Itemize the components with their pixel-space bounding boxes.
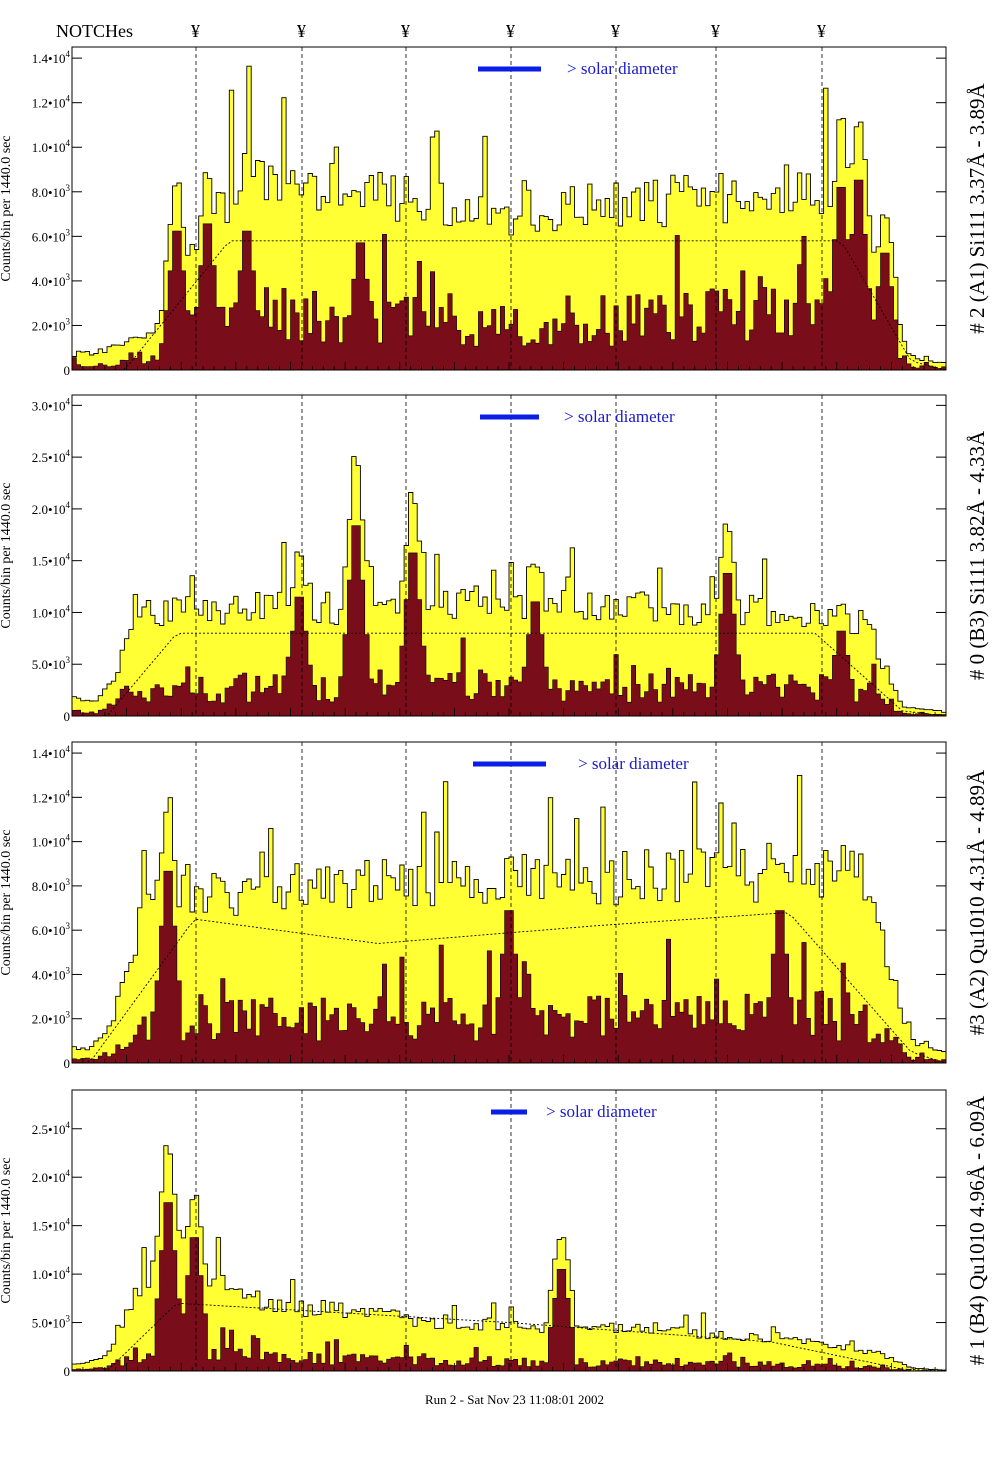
smoothed-series — [72, 632, 946, 716]
ytick-label: 4.0•103 — [32, 965, 71, 982]
peak-series — [72, 525, 946, 716]
ytick-label: 2.0•103 — [32, 316, 71, 333]
peak-series — [72, 1202, 946, 1371]
smoothed-series — [72, 912, 946, 1063]
ytick-label: 1.0•104 — [32, 138, 71, 155]
ytick-label: 1.4•104 — [32, 49, 71, 66]
legend-label: > solar diameter — [546, 1102, 657, 1121]
ytick-label: 6.0•103 — [32, 921, 71, 938]
chart-panel: 0 5.0•103 1.0•104 1.5•104 2.0•104 2.5•104 3.0•… — [0, 394, 989, 724]
ytick-label: 0 — [64, 709, 71, 724]
ylabel: Counts/bin per 1440.0 sec — [0, 1157, 14, 1303]
notch-marker: ¥ — [297, 21, 306, 41]
ytick-label: 8.0•103 — [32, 877, 71, 894]
channel-label: #3 (A2) Qu1010 4.31Å - 4.89Å — [965, 769, 989, 1035]
ytick-label: 2.5•104 — [32, 1120, 71, 1137]
ytick-label: 2.0•104 — [32, 1168, 71, 1185]
ytick-label: 4.0•103 — [32, 272, 71, 289]
ytick-label: 1.0•104 — [32, 833, 71, 850]
peak-series — [72, 179, 946, 370]
ytick-label: 6.0•103 — [32, 227, 71, 244]
legend-label: > solar diameter — [567, 59, 678, 78]
ytick-label: 1.0•104 — [32, 1265, 71, 1282]
ytick-label: 0 — [64, 1056, 71, 1071]
panels: 0 2.0•103 4.0•103 6.0•103 8.0•103 1.0•104 1.2•… — [0, 46, 989, 1379]
notch-marker: ¥ — [401, 21, 410, 41]
ytick-label: 1.5•104 — [32, 1217, 71, 1234]
ytick-label: 0 — [64, 363, 71, 378]
notch-marker: ¥ — [506, 21, 515, 41]
smoothed-series — [72, 240, 946, 370]
ylabel: Counts/bin per 1440.0 sec — [0, 829, 14, 975]
ytick-label: 8.0•103 — [32, 183, 71, 200]
ytick-label: 1.2•104 — [32, 788, 71, 805]
notches-label: NOTCHes — [56, 21, 133, 41]
notch-marker: ¥ — [611, 21, 620, 41]
ytick-label: 1.2•104 — [32, 94, 71, 111]
ytick-label: 1.5•104 — [32, 552, 71, 569]
ytick-label: 2.0•103 — [32, 1010, 71, 1027]
channel-label: # 2 (A1) Si111 3.37Å - 3.89Å — [965, 82, 989, 333]
ytick-label: 2.0•104 — [32, 500, 71, 517]
ytick-label: 0 — [64, 1364, 71, 1379]
total-series — [72, 1145, 946, 1371]
smoothed-series — [72, 1302, 946, 1371]
ylabel: Counts/bin per 1440.0 sec — [0, 482, 14, 628]
ytick-label: 1.4•104 — [32, 744, 71, 761]
chart-panel: 0 5.0•103 1.0•104 1.5•104 2.0•104 2.5•104 Coun… — [0, 1089, 989, 1379]
notch-markers: ¥ ¥ ¥ ¥ ¥ ¥ ¥ — [191, 21, 826, 41]
ytick-label: 3.0•104 — [32, 396, 71, 413]
legend-label: > solar diameter — [564, 407, 675, 426]
ytick-label: 2.5•104 — [32, 448, 71, 465]
chart-panel: 0 2.0•103 4.0•103 6.0•103 8.0•103 1.0•104 1.2•… — [0, 46, 989, 378]
notch-marker: ¥ — [191, 21, 200, 41]
run-label: Run 2 - Sat Nov 23 11:08:01 2002 — [425, 1392, 604, 1407]
notch-marker: ¥ — [817, 21, 826, 41]
ytick-label: 5.0•103 — [32, 1314, 71, 1331]
chart-panel: 0 2.0•103 4.0•103 6.0•103 8.0•103 1.0•104 1.2•… — [0, 741, 989, 1071]
ytick-label: 1.0•104 — [32, 603, 71, 620]
legend-label: > solar diameter — [578, 754, 689, 773]
ytick-label: 5.0•103 — [32, 655, 71, 672]
channel-label: # 0 (B3) Si111 3.82Å - 4.33Å — [965, 430, 989, 680]
channel-label: # 1 (B4) Qu1010 4.96Å - 6.09Å — [965, 1095, 989, 1365]
notch-marker: ¥ — [711, 21, 720, 41]
ylabel: Counts/bin per 1440.0 sec — [0, 135, 14, 281]
